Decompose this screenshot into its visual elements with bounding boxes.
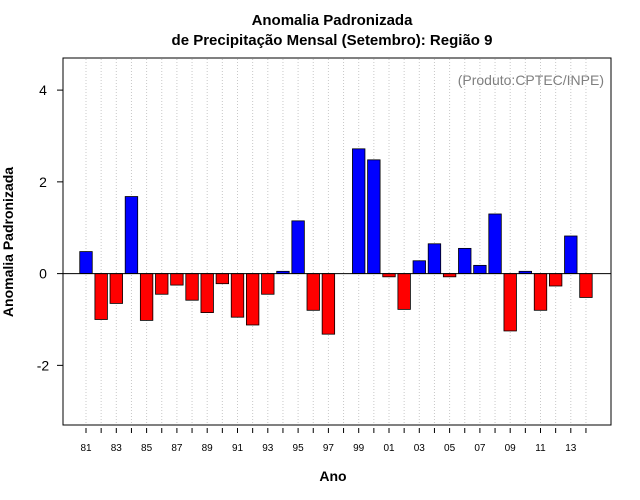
x-tick-label: 13 bbox=[565, 443, 577, 454]
y-tick-label: -2 bbox=[37, 357, 50, 373]
bar-89 bbox=[200, 273, 214, 313]
vertical-gridlines bbox=[85, 59, 587, 424]
bar-04 bbox=[427, 243, 442, 275]
bar-85 bbox=[139, 273, 154, 321]
y-axis-label: Anomalia Padronizada bbox=[0, 167, 16, 317]
bar-11 bbox=[533, 273, 548, 311]
x-tick-label: 87 bbox=[171, 443, 183, 454]
bar-91 bbox=[230, 273, 245, 318]
bar-12 bbox=[549, 273, 563, 287]
x-tick-label: 07 bbox=[474, 443, 486, 454]
x-tick-label: 89 bbox=[202, 443, 214, 454]
x-axis-ticks: 81 83 85 87 89 91 93 95 97 99 01 03 05 07 09 11 13 bbox=[80, 428, 587, 454]
bar-03 bbox=[412, 260, 426, 275]
bar-84 bbox=[124, 196, 139, 275]
bar-07 bbox=[473, 264, 487, 275]
x-tick-label: 99 bbox=[353, 443, 365, 454]
bars bbox=[79, 148, 593, 335]
x-axis-label: Ano bbox=[319, 468, 346, 484]
x-tick-label: 83 bbox=[111, 443, 123, 454]
bar-90 bbox=[215, 273, 230, 285]
bar-14 bbox=[579, 273, 593, 298]
x-tick-label: 05 bbox=[444, 443, 456, 454]
bar-97 bbox=[321, 273, 336, 335]
bar-99 bbox=[352, 148, 366, 275]
x-tick-label: 09 bbox=[505, 443, 517, 454]
x-tick-label: 91 bbox=[232, 443, 244, 454]
bar-95 bbox=[291, 220, 305, 275]
bar-13 bbox=[564, 235, 578, 275]
bar-86 bbox=[155, 273, 169, 295]
bar-00 bbox=[367, 159, 381, 275]
y-axis-ticks: -2 0 2 4 bbox=[37, 82, 63, 373]
y-tick-label: 2 bbox=[39, 174, 47, 190]
plot-frame bbox=[62, 57, 612, 426]
y-tick-label: 4 bbox=[39, 82, 47, 98]
x-tick-label: 95 bbox=[293, 443, 305, 454]
chart-title: Anomalia Padronizada bbox=[252, 12, 414, 29]
bar-82 bbox=[94, 273, 108, 320]
bar-83 bbox=[109, 273, 123, 304]
bar-08 bbox=[488, 213, 502, 275]
bar-06 bbox=[458, 247, 472, 275]
bar-87 bbox=[170, 273, 184, 286]
y-tick-label: 0 bbox=[39, 266, 47, 282]
x-tick-label: 81 bbox=[80, 443, 92, 454]
bar-93 bbox=[261, 273, 275, 295]
x-tick-label: 97 bbox=[323, 443, 335, 454]
bar-88 bbox=[185, 273, 199, 301]
x-tick-label: 93 bbox=[262, 443, 274, 454]
x-tick-label: 11 bbox=[535, 443, 546, 454]
bar-09 bbox=[503, 273, 517, 332]
x-tick-label: 03 bbox=[414, 443, 426, 454]
chart-subtitle: de Precipitação Mensal (Setembro): Regiã… bbox=[172, 32, 493, 49]
bar-92 bbox=[245, 273, 260, 326]
credit-label: (Produto:CPTEC/INPE) bbox=[458, 72, 604, 88]
bar-81 bbox=[79, 251, 93, 275]
x-tick-label: 85 bbox=[141, 443, 153, 454]
bar-02 bbox=[397, 273, 411, 310]
bar-96 bbox=[306, 273, 320, 311]
x-tick-label: 01 bbox=[383, 443, 395, 454]
